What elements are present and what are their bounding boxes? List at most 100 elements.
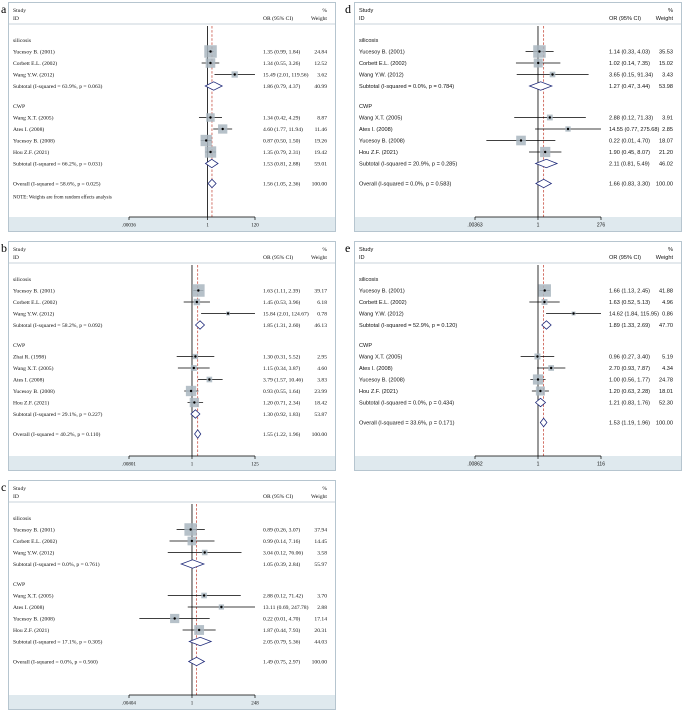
or-ci-value: 1.86 (0.79, 4.37) <box>263 83 300 90</box>
weight-value: 17.14 <box>314 617 327 623</box>
point-estimate <box>193 401 196 404</box>
weight-value: 100.00 <box>312 182 328 188</box>
header-study: Study <box>13 247 26 253</box>
or-ci-value: 1.66 (1.13, 2.45) <box>609 289 650 295</box>
x-tick-label: .00036 <box>122 224 136 229</box>
x-tick-label: 120 <box>251 224 259 229</box>
weight-value: 23.99 <box>314 389 327 395</box>
study-id: Hou Z.F. (2021) <box>13 149 49 156</box>
forest-plot-box-e: Study ID OR (95% CI)% Weight silicosis Yuceso… <box>354 241 682 471</box>
or-ci-value: 1.56 (1.05, 2.36) <box>263 181 300 188</box>
or-ci-value: 15.84 (2.01, 124.67) <box>263 311 309 318</box>
axis-band <box>355 456 681 470</box>
weight-value: 4.96 <box>662 300 673 306</box>
or-ci-value: 0.99 (0.14, 7.16) <box>263 538 300 545</box>
or-ci-value: 2.05 (0.79, 5.36) <box>263 639 300 646</box>
weight-value: 0.78 <box>317 312 327 318</box>
or-ci-value: 0.22 (0.01, 4.70) <box>609 139 650 145</box>
x-tick-label: .00404 <box>122 702 136 707</box>
weight-value: 35.53 <box>659 50 673 56</box>
or-ci-value: 1.00 (0.56, 1.77) <box>609 378 650 384</box>
or-ci-value: 2.11 (0.81, 5.49) <box>609 162 650 168</box>
subgroup-label: CWP <box>359 104 372 110</box>
point-estimate <box>189 389 193 393</box>
header-study: Study <box>13 8 26 14</box>
x-tick-label: .00801 <box>122 463 136 468</box>
study-id: Corbett E.L. (2002) <box>13 299 57 306</box>
or-ci-value: 1.34 (0.42, 4.29) <box>263 115 300 122</box>
or-ci-value: 1.49 (0.75, 2.97) <box>263 659 300 666</box>
overall-diamond <box>187 656 206 667</box>
or-ci-value: 1.53 (0.81, 2.88) <box>263 161 300 168</box>
point-estimate <box>220 605 223 609</box>
weight-value: 14.45 <box>314 539 327 545</box>
weight-value: 40.99 <box>314 84 327 90</box>
forest-plot-e: Study ID OR (95% CI)% Weight silicosis Yuceso… <box>355 247 681 470</box>
weight-value: 2.88 <box>317 605 327 611</box>
weight-value: 20.31 <box>314 628 327 634</box>
point-estimate <box>190 539 194 543</box>
axis-band <box>355 217 681 231</box>
point-estimate <box>566 127 570 131</box>
overall-diamond <box>535 178 553 189</box>
x-tick-label: .00363 <box>467 223 483 229</box>
forest-plot-box-c: Study ID OR (95% CI)% Weight silicosis Yuceso… <box>8 480 336 710</box>
panel-letter-a: a <box>1 2 7 16</box>
header-pct: % <box>322 247 327 253</box>
x-tick-label: 1 <box>206 224 209 229</box>
panel-letter-e: e <box>345 241 351 255</box>
or-ci-value: 1.89 (1.33, 2.69) <box>609 323 650 329</box>
point-estimate <box>189 528 192 531</box>
weight-value: 2.95 <box>317 355 327 361</box>
study-id: Wang X.T. (2005) <box>13 115 54 122</box>
x-tick-label: 1 <box>191 702 194 707</box>
weight-value: 4.60 <box>317 366 327 372</box>
header-study: Study <box>359 247 374 253</box>
or-ci-value: 0.93 (0.55, 1.64) <box>263 388 300 395</box>
weight-value: 3.62 <box>317 73 327 79</box>
x-tick-label: .00862 <box>467 462 483 468</box>
weight-value: 21.20 <box>659 150 673 156</box>
weight-value: 6.18 <box>317 300 327 306</box>
weight-value: 5.19 <box>662 355 673 361</box>
panel-letter-b: b <box>1 241 7 255</box>
point-estimate <box>543 289 546 292</box>
point-estimate <box>226 312 230 315</box>
or-ci-value: 1.55 (1.22, 1.96) <box>263 431 300 438</box>
point-estimate <box>194 355 197 358</box>
point-estimate <box>209 116 212 119</box>
subtotal-diamond <box>541 320 552 330</box>
study-id: Corbett E.L. (2002) <box>359 300 407 306</box>
study-id: Ates I. (2008) <box>13 604 44 611</box>
study-id: Yucesoy B. (2001) <box>13 49 55 56</box>
subtotal-label: Subtotal (I-squared = 29.1%, p = 0.227) <box>13 411 103 418</box>
study-id: Wang Y.W. (2012) <box>13 311 54 318</box>
header-weight: Weight <box>656 255 674 261</box>
or-ci-value: 0.22 (0.01, 4.70) <box>263 616 300 623</box>
subtotal-label: Subtotal (I-squared = 0.0%, p = 0.784) <box>359 84 454 90</box>
forest-panel-b: b Study ID OR (95% CI)% Weight silicosis Yuce… <box>0 239 340 475</box>
x-tick-label: 1 <box>191 463 194 468</box>
weight-value: 2.85 <box>662 127 673 133</box>
study-id: Yucesoy B. (2001) <box>13 527 55 534</box>
or-ci-value: 1.20 (0.71, 2.34) <box>263 400 300 407</box>
subgroup-label: silicosis <box>359 38 378 44</box>
point-estimate <box>221 127 224 131</box>
panel-letter-d: d <box>345 2 351 16</box>
header-weight: Weight <box>311 494 327 500</box>
weight-value: 0.86 <box>662 312 673 318</box>
forest-plot-box-d: Study ID OR (95% CI)% Weight silicosis Yuceso… <box>354 2 682 232</box>
study-id: Yucesoy B. (2008) <box>13 388 55 395</box>
subtotal-diamond <box>188 636 213 647</box>
study-id: Wang Y.W. (2012) <box>359 312 404 318</box>
x-tick-label: 276 <box>597 223 606 229</box>
study-id: Ates I. (2008) <box>359 366 393 372</box>
or-ci-value: 1.63 (0.52, 5.13) <box>609 300 650 306</box>
or-ci-value: 1.45 (0.53, 3.96) <box>263 299 300 306</box>
axis-band <box>9 456 335 470</box>
subtotal-diamond <box>190 409 201 419</box>
weight-value: 52.30 <box>659 401 673 407</box>
or-ci-value: 1.63 (1.11, 2.39) <box>263 288 300 295</box>
or-ci-value: 1.21 (0.83, 1.76) <box>609 401 650 407</box>
weight-value: 12.52 <box>314 61 327 67</box>
